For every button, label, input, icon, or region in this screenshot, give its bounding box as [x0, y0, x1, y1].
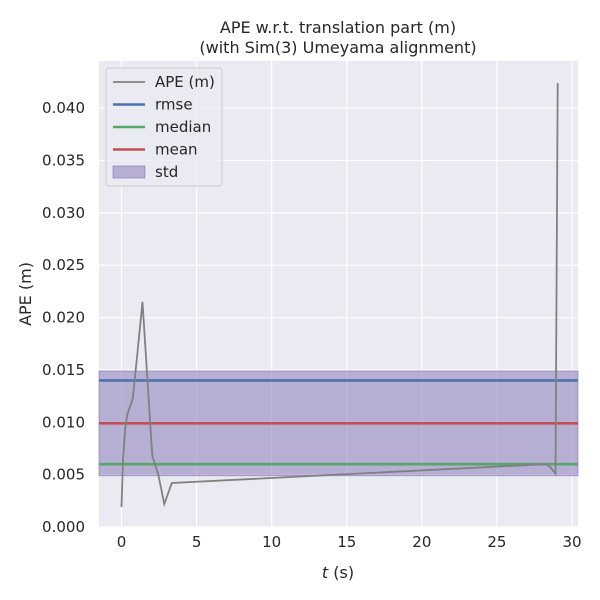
- ape-series-line: [120, 82, 559, 508]
- y-tick-label: 0.010: [42, 413, 85, 431]
- y-tick-label: 0.025: [42, 256, 85, 274]
- x-axis-label: t (s): [322, 563, 354, 582]
- x-tick-label: 30: [562, 533, 581, 551]
- y-tick-label: 0.005: [42, 466, 85, 484]
- legend: APE (m) rmse median mean std: [105, 67, 223, 187]
- stat-lines: [99, 379, 578, 466]
- legend-swatch-std: [112, 165, 146, 179]
- legend-box: [105, 67, 223, 187]
- x-tick-label: 0: [117, 533, 127, 551]
- x-tick-label: 25: [487, 533, 506, 551]
- y-tick-label: 0.035: [42, 151, 85, 169]
- y-tick-label: 0.030: [42, 204, 85, 222]
- y-tick-label: 0.040: [42, 99, 85, 117]
- chart-title: APE w.r.t. translation part (m): [220, 18, 456, 37]
- legend-label: mean: [155, 141, 198, 159]
- chart-subtitle: (with Sim(3) Umeyama alignment): [199, 38, 476, 57]
- y-axis-label: APE (m): [16, 262, 35, 326]
- y-tick-label: 0.020: [42, 309, 85, 327]
- x-axis-unit: (s): [328, 563, 354, 582]
- x-tick-labels: 0 5 10 15 20 25 30: [117, 533, 582, 551]
- legend-label: APE (m): [155, 73, 215, 91]
- y-tick-label: 0.015: [42, 361, 85, 379]
- x-tick-label: 15: [337, 533, 356, 551]
- x-tick-label: 10: [262, 533, 281, 551]
- legend-label: std: [155, 163, 178, 181]
- y-tick-labels: 0.000 0.005 0.010 0.015 0.020 0.025 0.030 0.035…: [42, 99, 85, 536]
- y-tick-label: 0.000: [42, 518, 85, 536]
- x-tick-label: 20: [412, 533, 431, 551]
- x-tick-label: 5: [192, 533, 202, 551]
- x-axis-variable: t: [322, 563, 329, 582]
- legend-label: rmse: [155, 96, 193, 114]
- legend-label: median: [155, 118, 211, 136]
